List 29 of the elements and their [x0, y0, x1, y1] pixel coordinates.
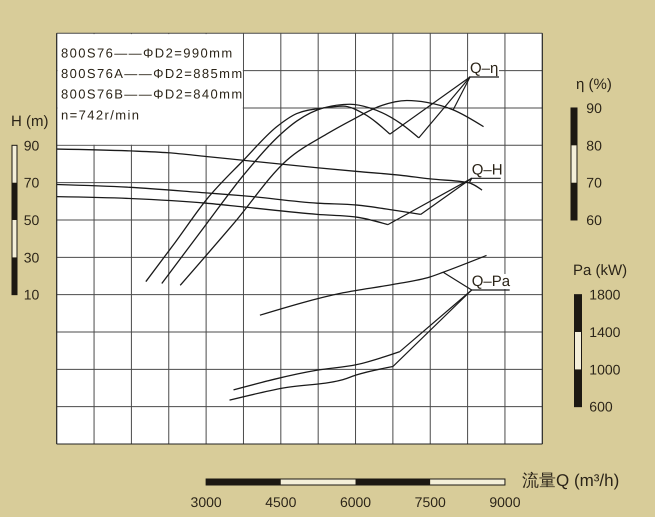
y3-axis-title: Pa (kW) — [573, 262, 628, 278]
y-tick-label: 10 — [24, 286, 40, 303]
y-tick-label: 50 — [24, 212, 40, 228]
x-tick-label: 4500 — [265, 494, 297, 510]
y3-tick-label: 600 — [589, 398, 613, 415]
y2-tick-label: 70 — [586, 174, 602, 191]
annotation: Q–η — [470, 60, 498, 77]
annotation: Q–H — [472, 161, 503, 178]
annotation: n=742r/min — [61, 106, 140, 122]
y2-axis-title: η (%) — [576, 76, 612, 92]
y2-tick-label: 60 — [586, 212, 602, 228]
y3-tick-label: 1400 — [589, 324, 621, 340]
y-tick-label: 70 — [24, 174, 40, 191]
y3-tick-label: 1800 — [589, 286, 621, 303]
annotation: 800S76A——ΦD2=885mm — [61, 66, 244, 80]
annotation: Q–Pa — [472, 273, 511, 290]
annotation: 800S76B——ΦD2=840mm — [61, 86, 244, 102]
y-axis-title: H (m) — [11, 112, 48, 130]
y-tick-label: 90 — [24, 137, 40, 154]
annotation: 800S76——ΦD2=990mm — [61, 44, 234, 60]
y2-tick-label: 90 — [586, 100, 602, 116]
x-axis-title: 流量Q (m³/h) — [522, 470, 620, 490]
x-tick-label: 6000 — [340, 494, 372, 510]
x-tick-label: 3000 — [190, 494, 222, 510]
y3-tick-label: 1000 — [589, 361, 621, 378]
x-tick-label: 9000 — [489, 494, 521, 510]
y-tick-label: 30 — [24, 249, 40, 266]
y2-tick-label: 80 — [586, 137, 602, 154]
x-tick-label: 7500 — [414, 494, 446, 510]
